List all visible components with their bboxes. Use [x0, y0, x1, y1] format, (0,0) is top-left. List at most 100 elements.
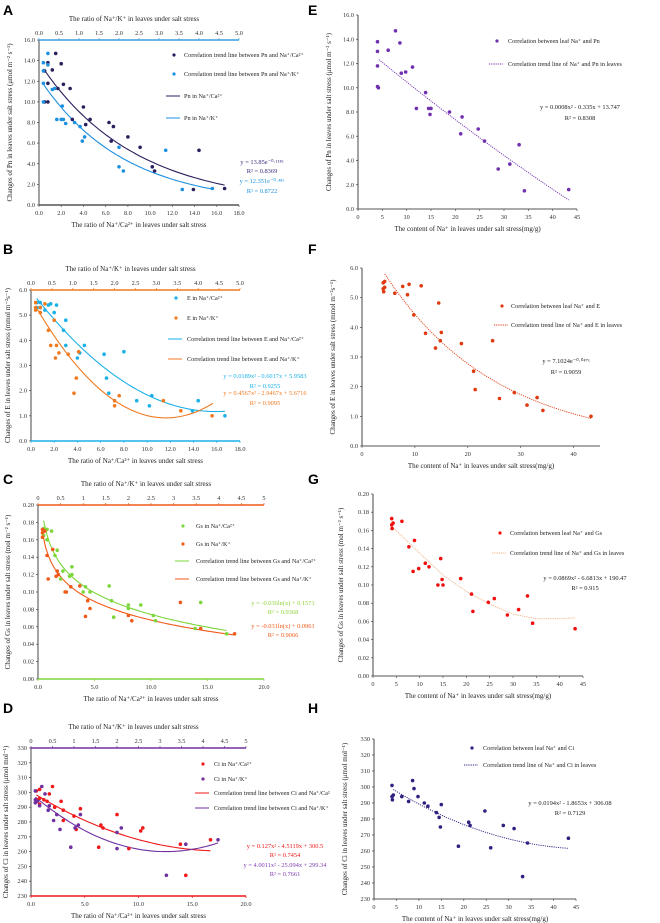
- legend: Correlation between leaf Na⁺ and Ci Corre…: [464, 745, 597, 769]
- y-tick-label: 6.0: [350, 265, 358, 272]
- data-point: [416, 794, 420, 799]
- legend: Correlation between leaf Na⁺ and Gs Corre…: [492, 530, 625, 557]
- x-tick-label: 45: [580, 681, 586, 688]
- x-tick-label: 35: [528, 904, 534, 911]
- y-tick-label: 1.0: [19, 413, 27, 420]
- legend-label: Correlation trend line between Pn and Na…: [184, 52, 304, 59]
- legend-label: Pn in Na⁺/K⁺: [184, 115, 218, 122]
- legend: Correlation between leaf Na⁺ and E Correl…: [494, 303, 623, 329]
- x-axis-title: The ratio of Na⁺/Ca²⁺ in leaves under sa…: [71, 912, 206, 920]
- trend-equation: y = 0.0189x² - 0.6017x + 5.9583: [223, 373, 306, 380]
- panel-letter: D: [3, 700, 13, 716]
- y-tick-label: 260: [361, 848, 370, 855]
- data-point: [416, 566, 421, 571]
- data-point: [50, 547, 55, 552]
- data-point: [43, 308, 47, 312]
- top-tick-label: 1: [72, 738, 75, 745]
- x-tick-label: 25: [477, 214, 483, 221]
- y-tick-label: 5.0: [350, 295, 358, 302]
- top-tick-label: 4.5: [215, 30, 223, 37]
- x-tick-label: 40: [550, 904, 556, 911]
- legend-label: Correlation trend line between E and Na⁺…: [187, 336, 304, 343]
- legend-marker: [181, 524, 185, 528]
- panel-b: B0.01.02.03.04.05.06.00.0 2.0 4.0 6.0 8.0 10.…: [3, 241, 307, 465]
- top-axis-title: The ratio of Na⁺/K⁺ in leaves under salt…: [69, 15, 200, 23]
- data-point: [179, 409, 183, 413]
- y-tick-label: 6.0: [27, 140, 35, 147]
- top-tick-label: 2: [115, 738, 118, 745]
- data-point: [224, 632, 229, 636]
- data-point: [375, 49, 380, 54]
- y-tick-label: 270: [361, 832, 370, 839]
- data-point: [53, 553, 57, 558]
- top-tick-label: 0.5: [57, 495, 65, 502]
- legend: Correlation between leaf Na⁺ and Pn Corre…: [489, 38, 623, 68]
- data-point: [121, 169, 126, 173]
- data-point: [117, 145, 121, 150]
- data-point: [232, 632, 237, 636]
- y-tick-label: 290: [18, 804, 27, 811]
- data-point: [46, 577, 50, 581]
- data-point: [64, 590, 69, 594]
- x-tick-label: 45: [574, 214, 580, 221]
- y-tick-label: 290: [361, 800, 370, 807]
- data-point: [54, 303, 59, 307]
- data-point: [390, 798, 395, 802]
- data-point: [141, 826, 145, 830]
- x-axis-title: The content of Na⁺ in leaves under salt …: [394, 225, 541, 233]
- top-tick-label: 5: [244, 738, 247, 745]
- y-tick-label: 0.12: [23, 572, 34, 579]
- data-point: [82, 135, 87, 139]
- data-point: [41, 100, 46, 104]
- x-tick-label: 0: [356, 214, 359, 221]
- data-point: [72, 391, 76, 396]
- data-point: [54, 343, 59, 348]
- data-point: [184, 873, 188, 878]
- trend-equation: y = 0.0008x² - 0.335x + 13.747: [540, 104, 621, 111]
- data-point: [406, 799, 411, 804]
- y-tick-label: 320: [361, 752, 370, 759]
- data-point: [45, 553, 49, 558]
- r-squared: R² = 0.8369: [247, 168, 278, 175]
- data-point: [59, 61, 63, 66]
- x-tick-label: 0.0: [35, 210, 43, 217]
- data-point: [222, 186, 227, 191]
- data-point: [476, 127, 481, 131]
- data-point: [398, 41, 402, 45]
- y-tick-label: 14.0: [24, 58, 35, 65]
- trend-equation: y = 4.0011x² - 25.094x + 299.34: [244, 862, 328, 869]
- data-point: [516, 607, 521, 612]
- data-point: [119, 826, 124, 830]
- data-point: [88, 117, 92, 122]
- data-point: [382, 279, 387, 284]
- top-tick-label: 0.5: [55, 30, 63, 37]
- data-point: [512, 390, 517, 395]
- data-point: [37, 796, 42, 801]
- panel-c: C0.000.020.040.060.080.100.120.140.160.1…: [3, 471, 316, 703]
- r-squared: R² = 0.7454: [270, 852, 301, 859]
- legend-label: Pn in Na⁺/Ca²⁺: [184, 93, 223, 100]
- data-point: [434, 810, 439, 815]
- y-tick-label: 0.08: [23, 606, 34, 613]
- y-tick-label: 0.00: [23, 676, 34, 683]
- data-point: [42, 798, 46, 802]
- top-tick-label: 0.0: [35, 30, 43, 37]
- legend-label: Correlation trend line of Na⁺ and Ci in …: [483, 762, 597, 769]
- series-0: [34, 784, 213, 878]
- data-point: [469, 592, 474, 596]
- data-point: [134, 398, 139, 403]
- r-squared: R² = 0.9095: [250, 400, 281, 407]
- data-point: [525, 594, 530, 598]
- x-tick-label: 0: [360, 451, 363, 458]
- data-point: [43, 302, 47, 306]
- y-tick-label: 0.16: [358, 527, 369, 534]
- data-point: [52, 318, 56, 323]
- data-point: [573, 626, 577, 631]
- data-point: [38, 310, 43, 315]
- data-point: [69, 585, 73, 589]
- data-point: [68, 86, 72, 91]
- panel-a: A0.02.04.06.08.010.012.014.016.00.0 2.0 4.…: [3, 2, 304, 229]
- data-point: [440, 577, 444, 582]
- r-squared: R² = 0.7661: [270, 871, 301, 878]
- data-point: [115, 812, 119, 817]
